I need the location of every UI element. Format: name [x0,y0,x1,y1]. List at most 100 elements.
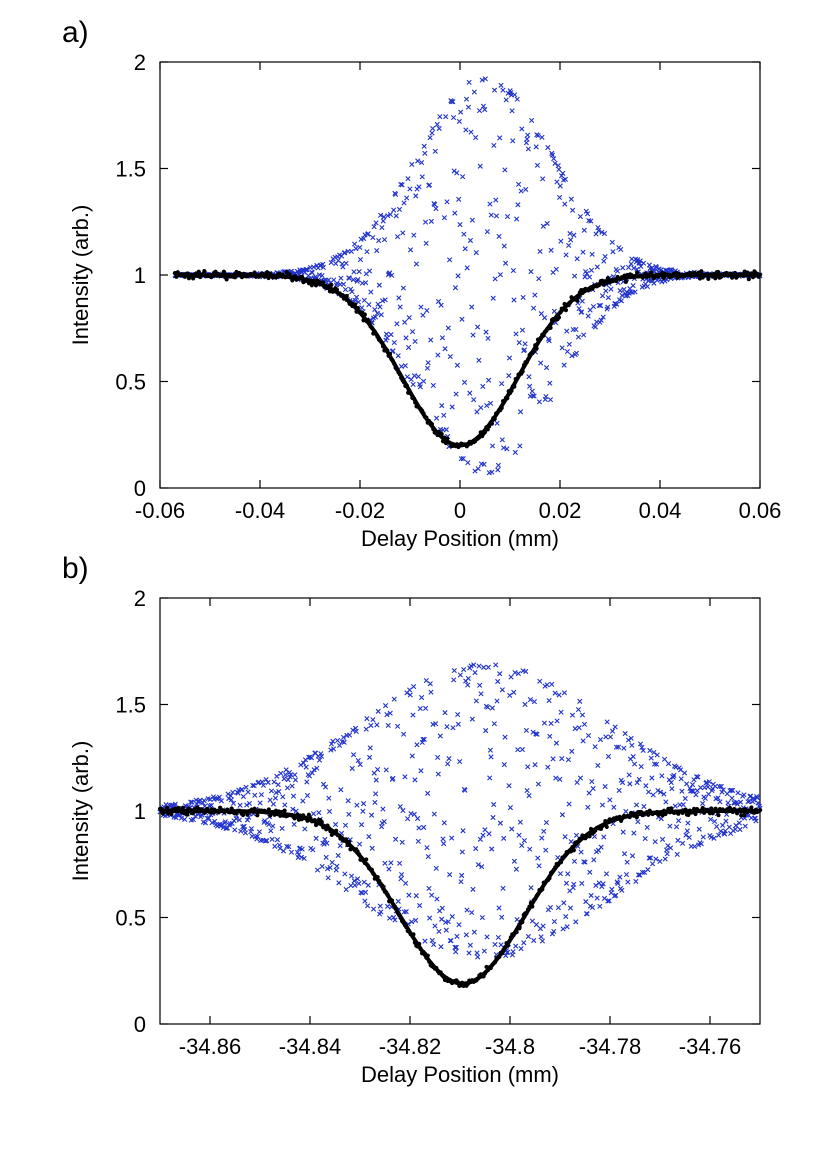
interference-point [557,776,563,782]
interference-point [531,937,537,944]
interference-point [599,802,606,808]
interference-point [471,662,477,668]
interference-point [398,876,404,882]
interference-point [671,772,677,778]
interference-point [579,880,585,886]
interference-point [735,790,741,796]
interference-point [282,802,288,808]
interference-point [543,819,550,826]
interference-point [421,143,427,149]
interference-point [441,412,447,418]
interference-point [455,711,461,718]
interference-point [497,820,503,826]
interference-point [382,703,389,709]
interference-point [553,266,559,272]
interference-point [424,307,430,314]
interference-point [372,799,378,806]
interference-point [441,215,447,221]
interference-point [677,767,684,773]
interference-point [576,305,582,312]
measured-point [306,812,312,817]
interference-point [294,849,301,855]
interference-point [592,744,598,750]
interference-point [508,674,514,680]
interference-point [487,775,493,781]
interference-point [588,267,595,273]
interference-point [301,855,307,861]
interference-point [454,170,460,176]
interference-point [661,756,668,762]
interference-point [549,931,556,937]
interference-point [338,275,344,281]
interference-point [663,799,669,805]
interference-point [374,766,381,773]
interference-point [413,893,419,899]
interference-point [469,217,475,223]
measured-point [700,805,705,811]
interference-point [556,692,562,698]
interference-point [342,286,349,293]
interference-point [351,878,357,884]
interference-point [609,239,615,245]
interference-point [524,787,530,794]
interference-point [603,871,610,877]
interference-point [586,790,592,796]
interference-point [586,274,593,280]
interference-point [577,775,584,781]
interference-point [513,866,519,872]
interference-point [621,851,628,857]
interference-point [330,738,336,744]
interference-point [551,308,557,314]
interference-point [647,855,654,861]
interference-point [436,928,442,935]
interference-point [482,76,488,82]
measured-point [716,269,721,275]
interference-point [264,838,270,844]
interference-point [485,664,491,670]
interference-point [517,443,523,449]
interference-point [457,672,463,678]
interference-point [394,234,401,240]
interference-point [375,301,381,307]
interference-point [363,280,369,286]
interference-point [378,312,384,318]
interference-point [506,355,513,361]
interference-point [322,784,329,790]
interference-point [335,852,341,859]
interference-point [387,710,393,716]
interference-point [589,251,595,257]
interference-point [501,243,507,249]
interference-point [640,747,646,754]
interference-point [663,847,670,853]
interference-point [553,775,559,781]
interference-point [736,820,742,826]
interference-point [267,797,273,803]
interference-point [382,297,388,303]
interference-point [541,828,547,834]
interference-point [589,778,595,785]
interference-point [519,126,525,132]
interference-point [243,784,249,790]
y-tick-label: 2 [134,586,146,611]
interference-point [366,302,372,308]
interference-point [484,402,490,409]
interference-point [333,867,339,873]
interference-point [274,773,280,779]
interference-point [182,816,188,823]
interference-point [530,729,536,735]
interference-point [613,744,620,750]
interference-point [657,858,663,864]
interference-point [559,812,566,818]
interference-point [314,765,320,771]
interference-point [472,468,478,474]
interference-point [460,456,466,462]
interference-point [538,934,544,940]
interference-point [417,902,423,909]
interference-point [501,762,507,768]
interference-point [462,246,468,252]
interference-point [409,919,415,925]
interference-point [370,717,376,723]
interference-point [510,268,516,274]
interference-point [549,152,556,158]
interference-point [248,826,255,832]
